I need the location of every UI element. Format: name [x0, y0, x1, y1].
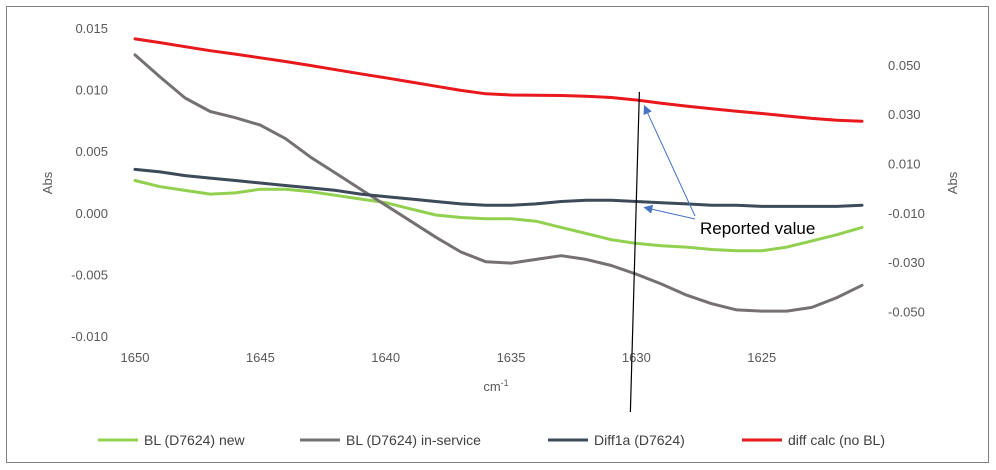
x-axis-ticks: 1650 1645 1640 1635 1630 1625	[121, 350, 777, 365]
y2-tick-label-0: 0.050	[888, 58, 921, 73]
annotation-reported-value: Reported value	[700, 219, 815, 238]
right-axis-ticks: 0.050 0.030 0.010 -0.010 -0.030 -0.050	[888, 58, 925, 319]
chart-border	[6, 6, 989, 463]
annotation-arrow-dark	[643, 204, 696, 220]
legend-label-1: BL (D7624) in-service	[346, 432, 481, 448]
y2-tick-label-2: 0.010	[888, 157, 921, 172]
reported-value-marker-line	[629, 91, 640, 413]
x-tick-label-4: 1630	[622, 350, 651, 365]
y2-tick-label-1: 0.030	[888, 107, 921, 122]
y-tick-label-5: -0.010	[71, 329, 108, 344]
legend-label-3: diff calc (no BL)	[788, 432, 885, 448]
y2-tick-label-3: -0.010	[888, 206, 925, 221]
x-tick-label-1: 1645	[246, 350, 275, 365]
y-tick-label-2: 0.005	[75, 144, 108, 159]
x-axis-title-sup: -1	[501, 378, 509, 388]
legend: BL (D7624) new BL (D7624) in-service Diff1…	[98, 432, 885, 448]
x-tick-label-0: 1650	[121, 350, 150, 365]
y2-tick-label-5: -0.050	[888, 304, 925, 319]
y2-tick-label-4: -0.030	[888, 255, 925, 270]
x-axis-title-base: cm	[483, 379, 500, 394]
y-tick-label-4: -0.005	[71, 267, 108, 282]
x-axis-title: cm-1	[483, 378, 508, 394]
y2-axis-title: Abs	[945, 171, 960, 194]
series-line-3	[133, 37, 864, 123]
y-tick-label-1: 0.010	[75, 83, 108, 98]
x-tick-label-3: 1635	[497, 350, 526, 365]
y-tick-label-3: 0.000	[75, 206, 108, 221]
annotation-arrow-red	[643, 105, 696, 217]
series-line-1	[133, 53, 864, 313]
legend-label-0: BL (D7624) new	[144, 432, 246, 448]
series-lines	[133, 37, 864, 313]
left-axis-ticks: 0.015 0.010 0.005 0.000 -0.005 -0.010	[71, 21, 108, 344]
y-tick-label-0: 0.015	[75, 21, 108, 36]
series-line-2	[133, 167, 864, 208]
legend-label-2: Diff1a (D7624)	[594, 432, 685, 448]
x-tick-label-5: 1625	[747, 350, 776, 365]
series-line-0	[133, 179, 864, 253]
x-tick-label-2: 1640	[371, 350, 400, 365]
y-axis-title: Abs	[40, 171, 55, 194]
